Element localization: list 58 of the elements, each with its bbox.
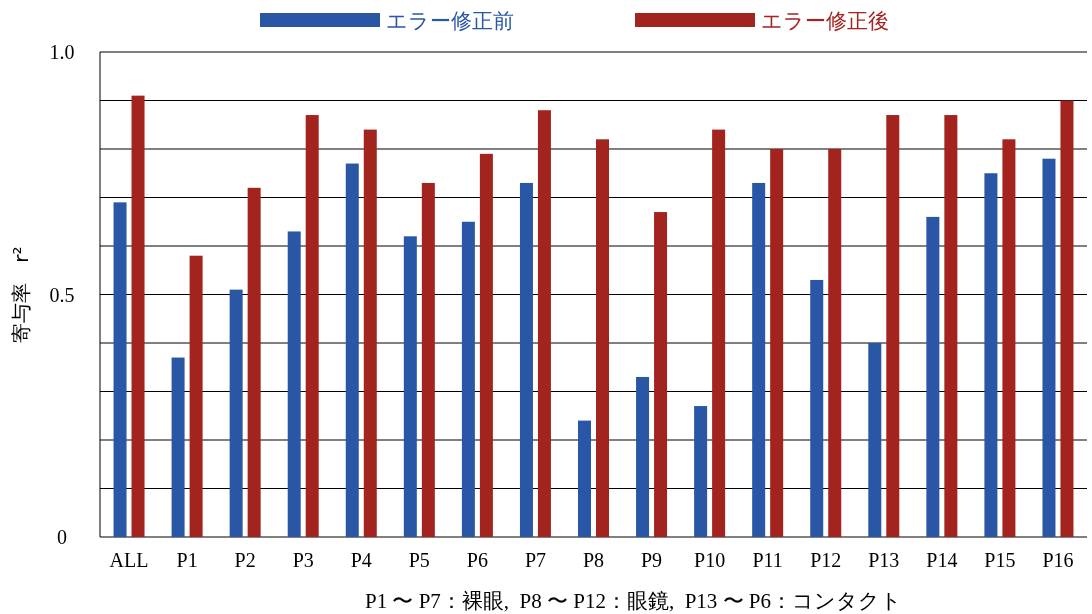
y-tick-label: 0	[57, 526, 67, 548]
bar	[229, 289, 243, 537]
bar	[305, 115, 319, 537]
bar	[113, 202, 127, 537]
bar	[694, 406, 708, 537]
bar	[828, 149, 842, 537]
x-tick-label: P10	[694, 549, 726, 571]
bar	[287, 231, 301, 537]
bar	[752, 182, 766, 537]
x-tick-label: P2	[234, 549, 256, 571]
bar	[171, 357, 185, 537]
bar	[868, 343, 882, 537]
bar	[596, 139, 609, 537]
x-tick-label: P5	[408, 549, 430, 571]
text: エラー修正後	[761, 9, 889, 33]
y-tick-label: 1.0	[49, 41, 75, 63]
x-tick-label: P1	[176, 549, 198, 571]
x-tick-label: P8	[582, 549, 605, 571]
bar	[461, 221, 475, 537]
bar	[189, 255, 203, 537]
x-tick-label: P9	[641, 549, 663, 571]
x-tick-label: P6	[466, 549, 488, 571]
bar	[770, 149, 784, 537]
bar	[403, 236, 417, 537]
x-tick-label: P14	[926, 549, 958, 571]
bar	[519, 182, 533, 537]
bar	[1042, 158, 1056, 537]
x-axis-title: P1 〜 P7：裸眼, P8 〜 P12：眼鏡, P13 〜 P6：コンタクト	[364, 589, 903, 613]
bar	[421, 182, 435, 537]
x-tick-label: P4	[350, 549, 372, 571]
bar	[654, 212, 668, 537]
x-tick-label: P7	[524, 549, 546, 571]
bar	[363, 129, 377, 537]
y-axis-title: 寄与率 r²	[9, 246, 33, 343]
x-tick-label: P11	[752, 549, 783, 571]
bar	[712, 129, 726, 537]
x-tick-label: ALL	[109, 549, 149, 571]
x-tick-label: P3	[292, 549, 314, 571]
x-tick-label: P15	[984, 549, 1016, 571]
y-tick-label: 0.5	[49, 283, 75, 306]
bar	[1060, 100, 1074, 537]
bar	[926, 216, 940, 537]
bar	[578, 420, 591, 537]
bar	[131, 95, 145, 537]
bar	[1002, 139, 1016, 537]
bar	[537, 110, 551, 537]
x-tick-label: P16	[1042, 549, 1074, 571]
text: エラー修正前	[386, 9, 514, 33]
x-tick-label: P13	[868, 549, 900, 571]
bar	[345, 163, 359, 537]
bar	[810, 279, 824, 537]
bar	[479, 153, 493, 537]
bar	[247, 187, 261, 537]
bar	[636, 376, 650, 537]
bar	[984, 173, 998, 537]
bar	[886, 115, 900, 537]
bar	[944, 115, 958, 537]
x-tick-label: P12	[810, 549, 842, 571]
